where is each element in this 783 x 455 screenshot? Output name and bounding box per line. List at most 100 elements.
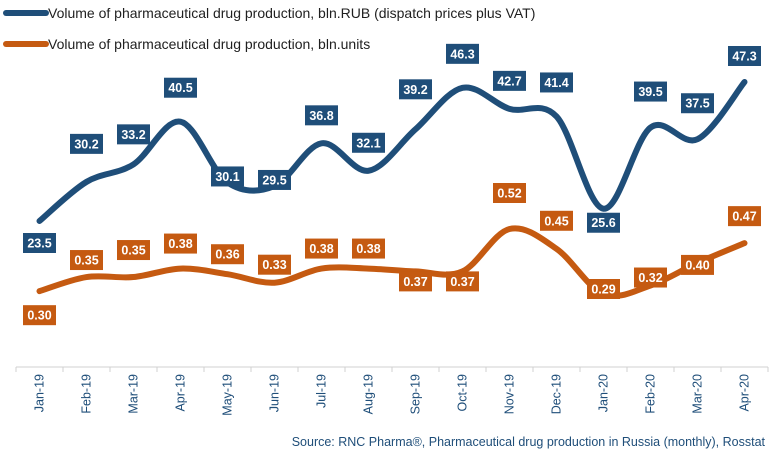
data-label-box bbox=[70, 250, 103, 271]
data-label-box bbox=[305, 105, 338, 126]
data-label-text: 0.30 bbox=[27, 309, 51, 323]
data-label-box bbox=[164, 77, 197, 98]
data-label-text: 33.2 bbox=[121, 128, 145, 142]
data-label-text: 25.6 bbox=[591, 216, 615, 230]
x-tick-label: Apr-20 bbox=[738, 374, 752, 412]
x-tick-label: Feb-19 bbox=[80, 374, 94, 414]
data-label-text: 41.4 bbox=[544, 76, 568, 90]
data-label-text: 46.3 bbox=[450, 47, 474, 61]
data-label-text: 0.32 bbox=[638, 271, 662, 285]
data-label-rub: 29.5 bbox=[258, 169, 291, 190]
data-label-text: 0.38 bbox=[168, 237, 192, 251]
data-label-box bbox=[634, 81, 667, 102]
data-label-text: 39.5 bbox=[638, 85, 662, 99]
source-note: Source: RNC Pharma®, Pharmaceutical drug… bbox=[292, 435, 766, 449]
data-label-text: 0.37 bbox=[450, 275, 474, 289]
data-label-text: 0.37 bbox=[403, 275, 427, 289]
data-label-box bbox=[493, 183, 526, 203]
data-label-rub: 23.5 bbox=[23, 233, 56, 253]
x-tick-label: Jun-19 bbox=[268, 374, 282, 412]
data-label-text: 30.2 bbox=[74, 137, 98, 151]
data-label-text: 47.3 bbox=[732, 50, 756, 64]
x-tick-label: Dec-19 bbox=[550, 374, 564, 414]
data-label-text: 29.5 bbox=[262, 173, 286, 187]
data-label-units: 0.30 bbox=[23, 305, 56, 326]
data-label-units: 0.52 bbox=[493, 183, 526, 203]
x-tick-label: Nov-19 bbox=[503, 374, 517, 414]
data-label-rub: 37.5 bbox=[681, 93, 714, 114]
data-label-box bbox=[399, 271, 432, 292]
legend-label-units: Volume of pharmaceutical drug production… bbox=[48, 36, 370, 52]
data-label-box bbox=[117, 124, 150, 145]
data-label-units: 0.32 bbox=[634, 267, 667, 288]
x-tick-label: Mar-20 bbox=[691, 374, 705, 414]
x-tick-labels: Jan-19 Feb-19 Mar-19 Apr-19 May-19 Jun-19 Jul-… bbox=[33, 374, 752, 416]
data-label-rub: 32.1 bbox=[352, 132, 385, 153]
x-tick-label: Jan-19 bbox=[33, 374, 47, 412]
data-label-units: 0.37 bbox=[399, 271, 432, 292]
data-label-text: 0.29 bbox=[591, 283, 615, 297]
data-label-box bbox=[634, 267, 667, 288]
x-tick-label: Feb-20 bbox=[644, 374, 658, 414]
data-label-box bbox=[493, 70, 526, 91]
data-label-text: 0.45 bbox=[544, 214, 568, 228]
data-label-text: 0.38 bbox=[309, 242, 333, 256]
x-tick-label: Sep-19 bbox=[409, 374, 423, 414]
data-labels: 23.5 30.2 33.2 40.5 30.1 29.5 36.8 32.1 39.2 46.3… bbox=[23, 43, 761, 326]
data-label-box bbox=[23, 233, 56, 253]
data-label-rub: 36.8 bbox=[305, 105, 338, 126]
data-label-box bbox=[305, 238, 338, 259]
data-label-box bbox=[211, 166, 244, 187]
data-label-units: 0.29 bbox=[587, 279, 620, 299]
data-label-box bbox=[211, 244, 244, 265]
x-ticks bbox=[15, 367, 769, 372]
data-label-units: 0.36 bbox=[211, 244, 244, 265]
legend: Volume of pharmaceutical drug production… bbox=[3, 5, 535, 52]
data-label-text: 37.5 bbox=[685, 97, 709, 111]
data-label-text: 0.52 bbox=[497, 187, 521, 201]
data-label-rub: 25.6 bbox=[587, 212, 620, 233]
x-tick-label: Jul-19 bbox=[315, 374, 329, 408]
x-tick-label: Mar-19 bbox=[127, 374, 141, 414]
x-axis: Jan-19 Feb-19 Mar-19 Apr-19 May-19 Jun-19 Jul-… bbox=[15, 366, 769, 416]
data-label-box bbox=[446, 43, 479, 64]
data-label-units: 0.47 bbox=[728, 206, 761, 227]
x-tick-label: Oct-19 bbox=[456, 374, 470, 412]
data-label-box bbox=[681, 254, 714, 275]
data-label-text: 0.33 bbox=[262, 258, 286, 272]
data-label-rub: 30.1 bbox=[211, 166, 244, 187]
data-label-text: 0.38 bbox=[356, 242, 380, 256]
data-label-text: 0.40 bbox=[685, 258, 709, 272]
data-label-text: 39.2 bbox=[403, 83, 427, 97]
x-tick-label: Jan-20 bbox=[597, 374, 611, 412]
data-label-text: 0.35 bbox=[121, 244, 145, 258]
data-label-text: 40.5 bbox=[168, 81, 192, 95]
data-label-rub: 47.3 bbox=[728, 46, 761, 66]
legend-label-rub: Volume of pharmaceutical drug production… bbox=[48, 5, 535, 21]
data-label-text: 0.47 bbox=[732, 210, 756, 224]
series-line-units bbox=[36, 225, 748, 299]
data-label-box bbox=[728, 206, 761, 227]
data-label-box bbox=[352, 238, 385, 259]
data-label-units: 0.35 bbox=[117, 240, 150, 261]
legend-entry-units: Volume of pharmaceutical drug production… bbox=[3, 36, 370, 52]
x-tick-label: Apr-19 bbox=[174, 374, 188, 412]
data-label-box bbox=[23, 305, 56, 326]
data-label-text: 23.5 bbox=[27, 237, 51, 251]
data-label-text: 0.36 bbox=[215, 248, 239, 262]
series-line-rub bbox=[36, 79, 748, 224]
data-label-units: 0.33 bbox=[258, 254, 291, 275]
data-label-box bbox=[164, 233, 197, 254]
x-tick-label: May-19 bbox=[221, 374, 235, 416]
x-tick-label: Aug-19 bbox=[362, 374, 376, 414]
data-label-units: 0.45 bbox=[540, 210, 573, 231]
data-label-text: 36.8 bbox=[309, 109, 333, 123]
data-label-box bbox=[399, 79, 432, 100]
data-label-rub: 41.4 bbox=[540, 72, 573, 93]
data-label-rub: 30.2 bbox=[70, 133, 103, 154]
data-label-rub: 46.3 bbox=[446, 43, 479, 64]
series-layer bbox=[36, 79, 748, 299]
data-label-box bbox=[587, 279, 620, 299]
data-label-box bbox=[258, 169, 291, 190]
